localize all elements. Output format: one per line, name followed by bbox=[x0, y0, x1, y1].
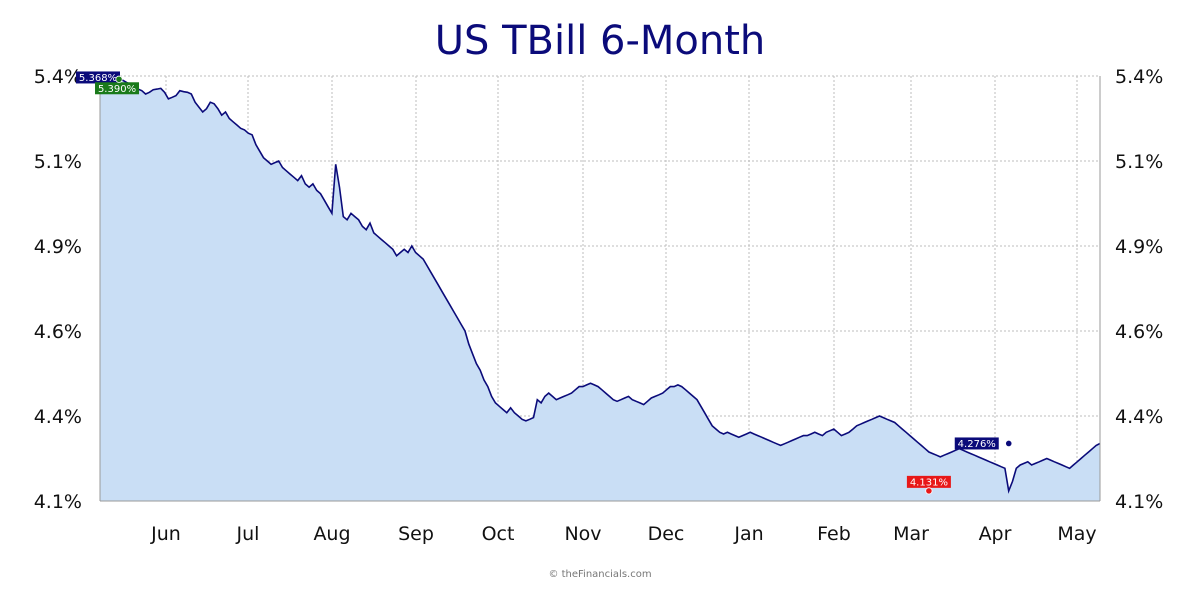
y-tick-label-right: 4.1% bbox=[1115, 491, 1163, 513]
x-tick-label: Jan bbox=[733, 523, 763, 545]
source-credit: © theFinancials.com bbox=[548, 569, 652, 580]
x-tick-label: Oct bbox=[482, 523, 515, 545]
x-tick-label: Apr bbox=[979, 523, 1012, 545]
series-area-fill bbox=[100, 79, 1100, 502]
y-tick-label-left: 5.1% bbox=[34, 151, 82, 173]
x-tick-label: Nov bbox=[564, 523, 601, 545]
x-tick-label: Jul bbox=[236, 523, 260, 545]
axes bbox=[99, 76, 1101, 502]
x-tick-label: Sep bbox=[398, 523, 434, 545]
annotation-marker bbox=[115, 75, 123, 83]
x-tick-label: Mar bbox=[893, 523, 929, 545]
annotation-box bbox=[95, 82, 140, 95]
annotation-label: 5.368% bbox=[79, 73, 117, 84]
y-tick-label-right: 4.4% bbox=[1115, 406, 1163, 428]
y-tick-label-left: 5.4% bbox=[34, 66, 82, 88]
annotation-box bbox=[954, 437, 999, 450]
annotation-label: 4.276% bbox=[958, 439, 996, 450]
annotation-box bbox=[906, 475, 951, 488]
x-tick-label: Jun bbox=[150, 523, 181, 545]
x-tick-label: Feb bbox=[817, 523, 851, 545]
y-tick-label-right: 5.4% bbox=[1115, 66, 1163, 88]
x-tick-label: Dec bbox=[648, 523, 685, 545]
y-tick-label-left: 4.6% bbox=[34, 321, 82, 343]
annotation-box bbox=[76, 71, 120, 84]
x-tick-label: May bbox=[1057, 523, 1096, 545]
value-annotations: 5.368%5.390% 4.131% 4.276% bbox=[76, 71, 1013, 495]
y-tick-label-right: 4.6% bbox=[1115, 321, 1163, 343]
chart-title: US TBill 6-Month bbox=[434, 18, 766, 64]
annotation-label: 5.390% bbox=[98, 84, 136, 95]
y-tick-label-right: 5.1% bbox=[1115, 151, 1163, 173]
tick-labels: 4.1% 4.1% 4.4% 4.4% 4.6% 4.6% 4.9% 4.9% 5.1% 5.1%… bbox=[34, 66, 1164, 545]
y-tick-label-right: 4.9% bbox=[1115, 236, 1163, 258]
series-line bbox=[99, 78, 1101, 494]
annotation-marker bbox=[1005, 439, 1013, 448]
annotation-marker bbox=[925, 487, 933, 495]
y-tick-label-left: 4.4% bbox=[34, 406, 82, 428]
annotation-label: 4.131% bbox=[910, 477, 948, 488]
y-tick-label-left: 4.1% bbox=[34, 491, 82, 513]
y-tick-label-left: 4.9% bbox=[34, 236, 82, 258]
x-tick-label: Aug bbox=[313, 523, 350, 545]
